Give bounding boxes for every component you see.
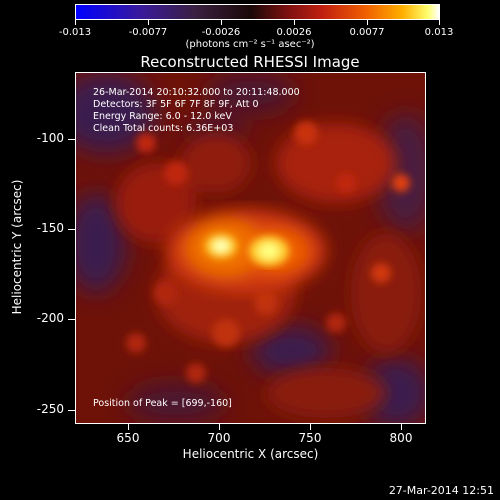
colorbar-tick xyxy=(367,20,368,25)
plot-title: Reconstructed RHESSI Image xyxy=(140,53,360,71)
colorbar-tick-label: -0.013 xyxy=(58,27,92,38)
peak-position-text: Position of Peak = [699,-160] xyxy=(93,398,232,409)
y-axis-tick xyxy=(68,139,75,140)
x-axis-tick xyxy=(128,424,129,430)
colorbar-tick xyxy=(221,20,222,25)
colorbar-tick-label: -0.0077 xyxy=(128,27,168,38)
y-tick-label: -150 xyxy=(36,221,64,235)
y-tick-label: -250 xyxy=(36,402,64,416)
colorbar-units: (photons cm⁻² s⁻¹ asec⁻²) xyxy=(185,39,315,50)
colorbar xyxy=(75,4,440,20)
detectors-text: Detectors: 3F 5F 6F 7F 8F 9F, Att 0 xyxy=(93,99,259,110)
x-axis-tick xyxy=(219,424,220,430)
energy-range-text: Energy Range: 6.0 - 12.0 keV xyxy=(93,111,232,122)
y-axis-tick xyxy=(68,229,75,230)
x-tick-label: 750 xyxy=(298,431,322,445)
y-axis-tick xyxy=(68,319,75,320)
x-axis-tick xyxy=(401,424,402,430)
colorbar-tick-label: 0.0026 xyxy=(276,27,312,38)
clean-counts-text: Clean Total counts: 6.36E+03 xyxy=(93,123,234,134)
x-tick-label: 800 xyxy=(389,431,413,445)
x-axis-label: Heliocentric X (arcsec) xyxy=(182,447,319,461)
colorbar-tick xyxy=(75,20,76,25)
colorbar-tick-label: 0.0077 xyxy=(349,27,385,38)
colorbar-tick xyxy=(148,20,149,25)
y-tick-label: -100 xyxy=(36,131,64,145)
x-axis-tick xyxy=(310,424,311,430)
y-axis-label: Heliocentric Y (arcsec) xyxy=(10,179,24,315)
y-tick-label: -200 xyxy=(36,311,64,325)
colorbar-tick-label: 0.013 xyxy=(424,27,454,38)
colorbar-tick-label: -0.0026 xyxy=(201,27,241,38)
rhessi-image-map xyxy=(76,73,425,423)
image-plot[interactable] xyxy=(75,72,426,424)
footer-timestamp: 27-Mar-2014 12:51 xyxy=(388,484,494,497)
x-tick-label: 700 xyxy=(207,431,231,445)
colorbar-tick xyxy=(294,20,295,25)
x-tick-label: 650 xyxy=(116,431,140,445)
y-axis-tick xyxy=(68,410,75,411)
colorbar-tick xyxy=(439,20,440,25)
time-range-text: 26-Mar-2014 20:10:32.000 to 20:11:48.000 xyxy=(93,87,300,98)
